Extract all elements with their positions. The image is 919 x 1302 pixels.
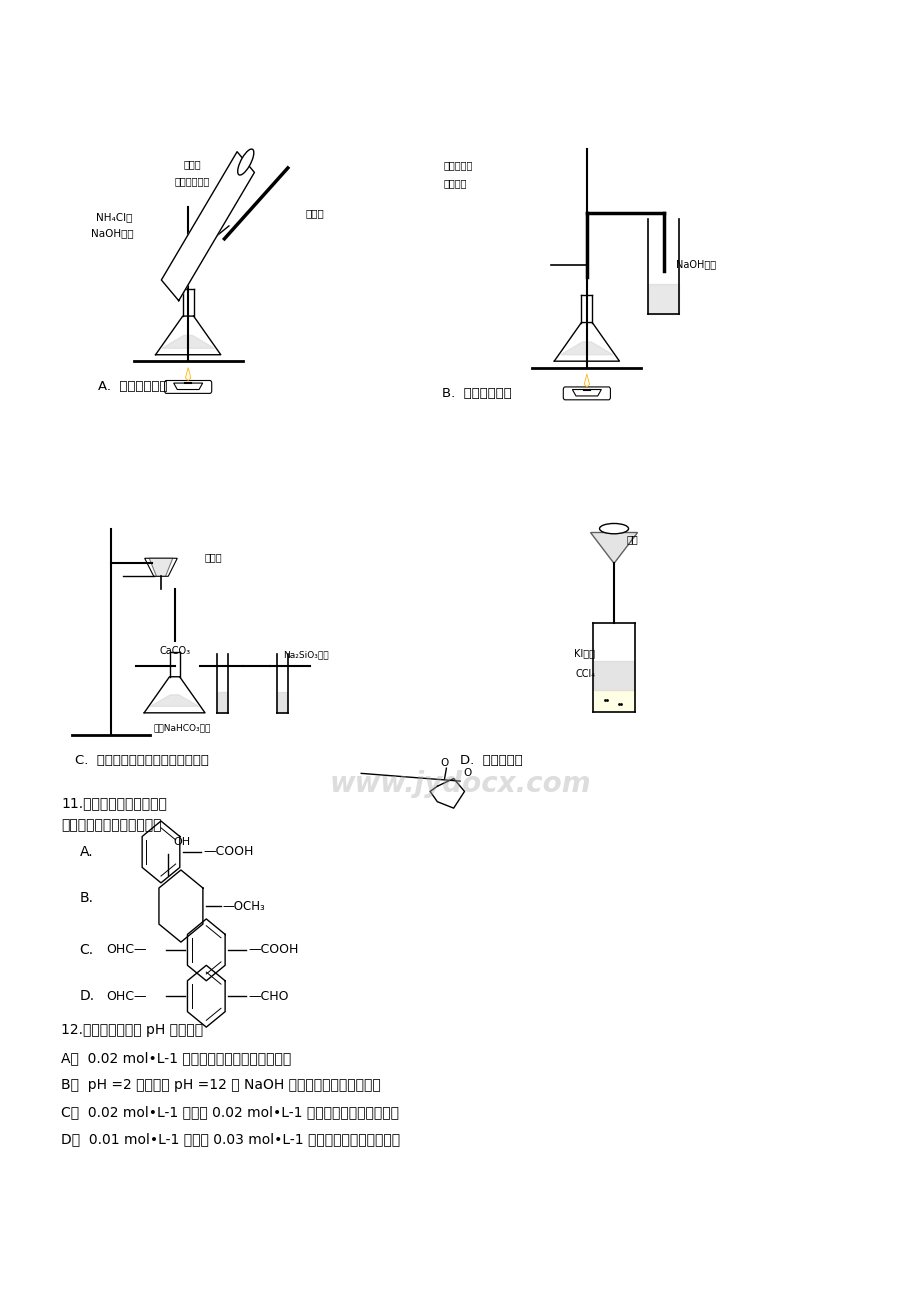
Polygon shape (174, 383, 202, 389)
Text: ，与其互为同分异构体的是: ，与其互为同分异构体的是 (62, 818, 162, 832)
Text: 湿润的: 湿润的 (184, 159, 201, 169)
FancyBboxPatch shape (562, 387, 609, 400)
Text: 玻璃棒: 玻璃棒 (306, 208, 324, 217)
Text: —CHO: —CHO (248, 990, 289, 1003)
Text: OH: OH (174, 837, 190, 846)
Polygon shape (162, 336, 214, 349)
Text: 12.常温下，溶液的 pH 最大的是: 12.常温下，溶液的 pH 最大的是 (62, 1022, 203, 1036)
Text: A.: A. (79, 845, 93, 859)
Text: NH₄Cl、: NH₄Cl、 (96, 212, 132, 221)
Text: C.  比较氮、碳、硅元素的非金属性: C. 比较氮、碳、硅元素的非金属性 (74, 754, 209, 767)
Polygon shape (584, 374, 589, 387)
Polygon shape (149, 559, 173, 577)
Polygon shape (594, 690, 633, 711)
Text: D.  检验碘离子: D. 检验碘离子 (460, 754, 522, 767)
Text: D.: D. (79, 990, 95, 1004)
Text: —COOH: —COOH (248, 944, 298, 957)
Text: —COOH: —COOH (203, 845, 254, 858)
Polygon shape (648, 284, 678, 314)
Text: KI溶液: KI溶液 (573, 648, 595, 659)
Polygon shape (150, 695, 199, 707)
Text: 氯水: 氯水 (626, 534, 638, 544)
Text: NaOH溶液: NaOH溶液 (675, 259, 715, 270)
Text: A.  检验铵根离子: A. 检验铵根离子 (97, 380, 167, 393)
Text: C.: C. (79, 943, 94, 957)
Text: 红色石蕊试纸: 红色石蕊试纸 (175, 176, 210, 186)
Text: 乙酸、乙醇: 乙酸、乙醇 (443, 160, 472, 171)
Ellipse shape (599, 523, 628, 534)
Polygon shape (594, 661, 633, 690)
Text: NaOH溶液: NaOH溶液 (91, 229, 133, 238)
Text: 饱和NaHCO₃溶液: 饱和NaHCO₃溶液 (153, 724, 210, 733)
Text: —OCH₃: —OCH₃ (222, 900, 265, 913)
Text: CCl₄: CCl₄ (575, 669, 596, 680)
Polygon shape (144, 559, 177, 577)
Text: D．  0.01 mol•L-1 盐酸与 0.03 mol•L-1 氨水等体积混合后的溶液: D． 0.01 mol•L-1 盐酸与 0.03 mol•L-1 氨水等体积混合… (62, 1133, 400, 1146)
FancyBboxPatch shape (165, 380, 211, 393)
Polygon shape (186, 367, 190, 380)
Text: B.: B. (79, 892, 94, 905)
Text: OHC—: OHC— (107, 944, 147, 957)
Text: 稀硝酸: 稀硝酸 (204, 552, 221, 562)
Text: A．  0.02 mol•L-1 氨水与水等体积混合后的溶液: A． 0.02 mol•L-1 氨水与水等体积混合后的溶液 (62, 1051, 291, 1065)
Text: O: O (462, 768, 471, 779)
Text: O: O (440, 758, 448, 768)
Text: B.  制取乙酸乙酯: B. 制取乙酸乙酯 (441, 387, 511, 400)
Polygon shape (218, 693, 227, 711)
Text: B．  pH =2 的盐酸与 pH =12 的 NaOH 溶液等体积混合后的溶液: B． pH =2 的盐酸与 pH =12 的 NaOH 溶液等体积混合后的溶液 (62, 1078, 380, 1092)
Text: 和浓硫酸: 和浓硫酸 (443, 178, 467, 189)
Polygon shape (161, 152, 255, 301)
Polygon shape (561, 342, 612, 354)
Text: www.jydocx.com: www.jydocx.com (329, 769, 590, 798)
Ellipse shape (237, 148, 254, 174)
Polygon shape (590, 533, 637, 564)
Text: Na₂SiO₃溶液: Na₂SiO₃溶液 (283, 651, 329, 659)
Polygon shape (278, 693, 287, 711)
Text: CaCO₃: CaCO₃ (159, 646, 190, 656)
Text: C．  0.02 mol•L-1 盐酸与 0.02 mol•L-1 氨水等体积混合后的溶液: C． 0.02 mol•L-1 盐酸与 0.02 mol•L-1 氨水等体积混合… (62, 1105, 399, 1120)
Polygon shape (572, 389, 601, 396)
Text: 11.某有机物的结构简式为: 11.某有机物的结构简式为 (62, 796, 167, 810)
Text: OHC—: OHC— (107, 990, 147, 1003)
